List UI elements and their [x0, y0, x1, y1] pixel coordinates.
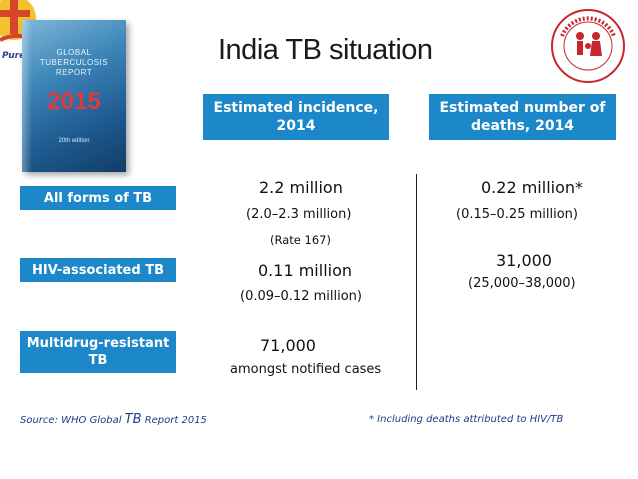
footnote: * Including deaths attributed to HIV/TB — [369, 414, 564, 425]
row-label-all-forms: All forms of TB — [20, 186, 176, 210]
all-deaths-value: 0.22 million* — [481, 178, 584, 197]
header-estimated-deaths: Estimated number of deaths, 2014 — [429, 94, 616, 140]
header-estimated-incidence: Estimated incidence, 2014 — [203, 94, 389, 140]
mdr-incidence-note: amongst notified cases — [230, 362, 382, 377]
all-incidence-rate: (Rate 167) — [270, 233, 331, 247]
source-tb: TB — [124, 412, 142, 427]
page-title: India TB situation — [218, 34, 433, 66]
row-label-multidrug-resistant: Multidrug-resistant TB — [20, 331, 176, 373]
all-deaths-range: (0.15–0.25 million) — [456, 207, 578, 222]
hiv-deaths-value: 31,000 — [496, 251, 552, 270]
source-note: Source: WHO Global TB Report 2015 — [20, 412, 207, 427]
hiv-incidence-value: 0.11 million — [258, 261, 353, 280]
cover-line3: REPORT — [55, 68, 93, 77]
national-health-mission-logo-icon — [551, 9, 625, 83]
report-cover-image: GLOBAL TUBERCULOSIS REPORT 2015 20th edi… — [22, 20, 126, 172]
cover-edition: 20th edition — [58, 138, 90, 144]
cover-year: 2015 — [47, 88, 101, 115]
all-incidence-range: (2.0–2.3 million) — [246, 207, 352, 222]
mdr-incidence-value: 71,000 — [260, 336, 316, 355]
hiv-deaths-range: (25,000–38,000) — [468, 276, 576, 291]
source-suffix: Report 2015 — [141, 415, 207, 426]
all-incidence-value: 2.2 million — [259, 178, 343, 197]
cover-line2: TUBERCULOSIS — [39, 58, 109, 67]
column-divider — [416, 174, 417, 390]
cover-line1: GLOBAL — [56, 48, 92, 57]
hiv-incidence-range: (0.09–0.12 million) — [240, 289, 362, 304]
source-prefix: Source: WHO Global — [20, 415, 125, 426]
row-label-hiv-associated: HIV-associated TB — [20, 258, 176, 282]
